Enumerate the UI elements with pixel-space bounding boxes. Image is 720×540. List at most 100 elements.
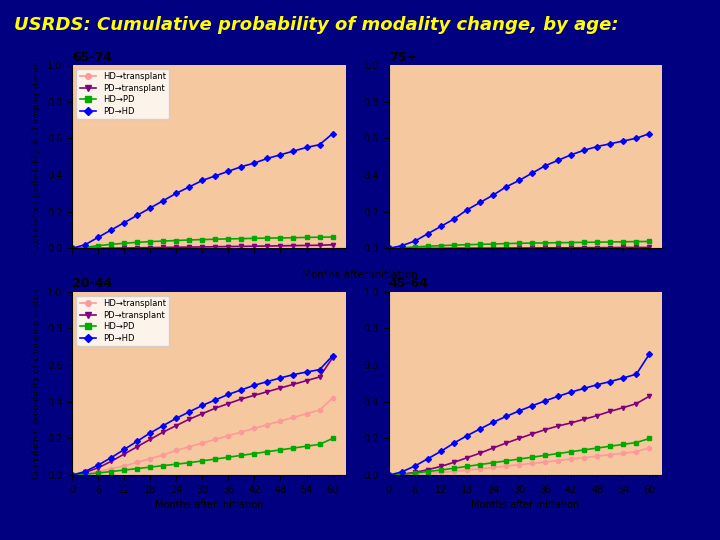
HD→PD	[489, 460, 498, 466]
PD→transplant	[159, 429, 168, 435]
PD→transplant	[476, 450, 485, 456]
PD→transplant	[489, 445, 498, 451]
PD→HD	[159, 422, 168, 429]
HD→PD	[302, 234, 311, 241]
HD→PD	[528, 454, 536, 461]
HD→transplant	[384, 245, 393, 252]
PD→transplant	[68, 472, 76, 478]
PD→HD	[224, 168, 233, 174]
PD→HD	[172, 415, 181, 422]
HD→PD	[211, 236, 220, 242]
Line: PD→transplant: PD→transplant	[387, 245, 652, 251]
PD→HD	[289, 148, 298, 154]
PD→transplant	[146, 436, 155, 443]
PD→transplant	[567, 245, 575, 251]
HD→transplant	[515, 245, 523, 251]
HD→transplant	[476, 465, 485, 472]
HD→transplant	[107, 245, 115, 251]
PD→transplant	[263, 243, 271, 249]
HD→transplant	[328, 241, 337, 248]
PD→transplant	[528, 245, 536, 251]
PD→HD	[328, 353, 337, 359]
PD→transplant	[528, 431, 536, 437]
PD→HD	[554, 393, 562, 400]
PD→transplant	[289, 242, 298, 249]
HD→PD	[436, 242, 445, 249]
HD→transplant	[593, 245, 602, 251]
PD→HD	[436, 223, 445, 230]
PD→transplant	[81, 245, 89, 252]
PD→transplant	[250, 392, 258, 399]
Legend: HD→transplant, PD→transplant, HD→PD, PD→HD: HD→transplant, PD→transplant, HD→PD, PD→…	[76, 69, 169, 119]
HD→transplant	[68, 472, 76, 478]
PD→transplant	[302, 377, 311, 384]
HD→transplant	[515, 462, 523, 468]
Line: PD→transplant: PD→transplant	[70, 242, 335, 251]
HD→PD	[384, 472, 393, 478]
PD→transplant	[476, 245, 485, 252]
HD→PD	[541, 452, 549, 458]
HD→transplant	[528, 460, 536, 467]
PD→HD	[198, 402, 207, 409]
PD→transplant	[198, 410, 207, 417]
HD→PD	[515, 240, 523, 246]
PD→HD	[632, 135, 641, 141]
HD→PD	[410, 244, 419, 250]
Line: HD→transplant: HD→transplant	[387, 245, 652, 251]
HD→transplant	[198, 244, 207, 250]
HD→transplant	[423, 245, 432, 252]
PD→transplant	[449, 245, 458, 252]
HD→transplant	[619, 450, 628, 456]
PD→transplant	[436, 245, 445, 252]
HD→transplant	[397, 471, 406, 478]
HD→transplant	[315, 242, 324, 248]
HD→PD	[211, 456, 220, 462]
PD→transplant	[606, 245, 615, 251]
HD→PD	[606, 443, 615, 449]
PD→transplant	[132, 443, 141, 450]
HD→PD	[250, 450, 258, 457]
HD→PD	[423, 243, 432, 249]
PD→HD	[593, 381, 602, 388]
PD→HD	[211, 173, 220, 179]
PD→HD	[250, 160, 258, 166]
HD→PD	[476, 461, 485, 468]
PD→transplant	[410, 469, 419, 476]
PD→HD	[198, 177, 207, 184]
HD→PD	[94, 242, 102, 249]
HD→transplant	[397, 245, 406, 252]
HD→PD	[107, 241, 115, 248]
PD→HD	[302, 369, 311, 375]
HD→transplant	[554, 245, 562, 251]
PD→transplant	[580, 416, 588, 422]
HD→transplant	[632, 448, 641, 455]
HD→transplant	[315, 407, 324, 413]
PD→transplant	[515, 245, 523, 251]
PD→HD	[211, 397, 220, 403]
HD→transplant	[276, 242, 285, 249]
PD→transplant	[250, 243, 258, 249]
PD→transplant	[541, 427, 549, 433]
PD→HD	[315, 366, 324, 373]
HD→PD	[541, 240, 549, 246]
PD→transplant	[619, 404, 628, 411]
HD→PD	[567, 448, 575, 455]
HD→PD	[397, 471, 406, 477]
HD→transplant	[159, 244, 168, 251]
Line: PD→HD: PD→HD	[70, 354, 335, 477]
HD→PD	[237, 452, 246, 458]
HD→transplant	[185, 443, 194, 450]
PD→HD	[476, 426, 485, 432]
HD→transplant	[224, 433, 233, 439]
HD→PD	[554, 450, 562, 457]
HD→transplant	[593, 453, 602, 460]
PD→transplant	[107, 245, 115, 252]
HD→transplant	[211, 436, 220, 443]
PD→HD	[554, 157, 562, 164]
PD→transplant	[502, 245, 510, 251]
HD→transplant	[476, 245, 485, 252]
PD→HD	[328, 130, 337, 137]
PD→HD	[250, 382, 258, 388]
PD→transplant	[172, 244, 181, 251]
PD→transplant	[423, 245, 432, 252]
